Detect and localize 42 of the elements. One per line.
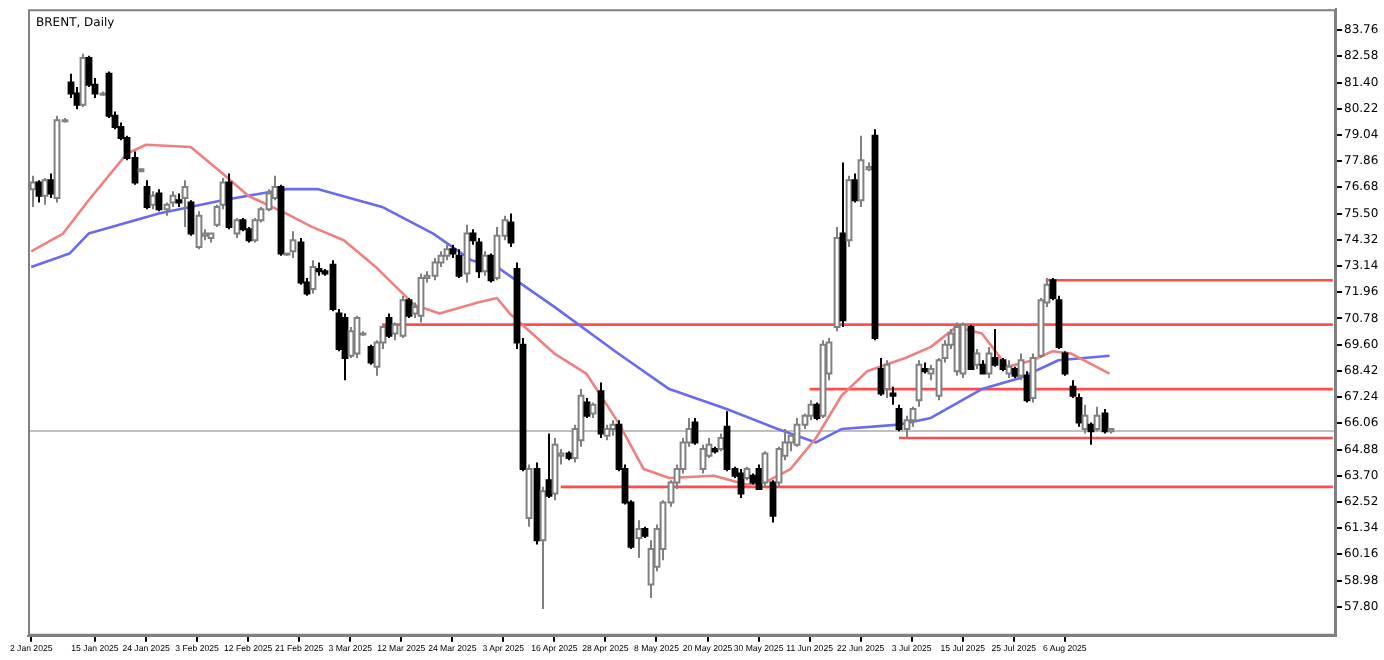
candlestick bbox=[635, 519, 643, 559]
candlestick bbox=[583, 396, 591, 419]
candlestick bbox=[143, 179, 151, 211]
candlestick bbox=[507, 212, 515, 248]
candlestick bbox=[233, 217, 241, 240]
candlestick bbox=[455, 248, 463, 280]
candlestick bbox=[973, 348, 981, 371]
candlestick bbox=[895, 403, 903, 433]
candlestick bbox=[691, 416, 699, 446]
candlestick bbox=[877, 356, 885, 397]
candlestick bbox=[385, 312, 393, 339]
candlestick bbox=[187, 199, 195, 237]
candlestick bbox=[755, 463, 763, 491]
candlestick bbox=[405, 297, 413, 319]
candlestick bbox=[475, 237, 483, 280]
candlestick bbox=[1017, 352, 1025, 382]
candlestick bbox=[737, 468, 745, 499]
candlestick bbox=[417, 272, 425, 324]
candlestick bbox=[1061, 350, 1069, 377]
candlestick bbox=[289, 230, 297, 260]
candlestick bbox=[41, 177, 49, 206]
candlestick bbox=[699, 443, 707, 475]
candlestick bbox=[35, 179, 43, 204]
candlestick bbox=[399, 294, 407, 339]
candlestick bbox=[769, 479, 777, 524]
candlestick bbox=[597, 381, 605, 439]
candlestick bbox=[545, 432, 553, 499]
candlestick bbox=[47, 172, 55, 200]
candlestick bbox=[903, 414, 911, 439]
candlestick bbox=[985, 345, 993, 379]
candlestick bbox=[807, 399, 815, 422]
candlestick bbox=[431, 257, 439, 282]
candlestick bbox=[1093, 405, 1101, 433]
candlestick bbox=[353, 314, 361, 359]
candlestick bbox=[79, 52, 87, 108]
candlestick bbox=[225, 172, 233, 231]
candlestick bbox=[195, 210, 203, 251]
candlestick bbox=[851, 172, 859, 204]
candlestick bbox=[991, 328, 999, 368]
candlestick bbox=[793, 416, 801, 448]
candlestick bbox=[1081, 403, 1089, 435]
candlestick bbox=[181, 179, 189, 228]
